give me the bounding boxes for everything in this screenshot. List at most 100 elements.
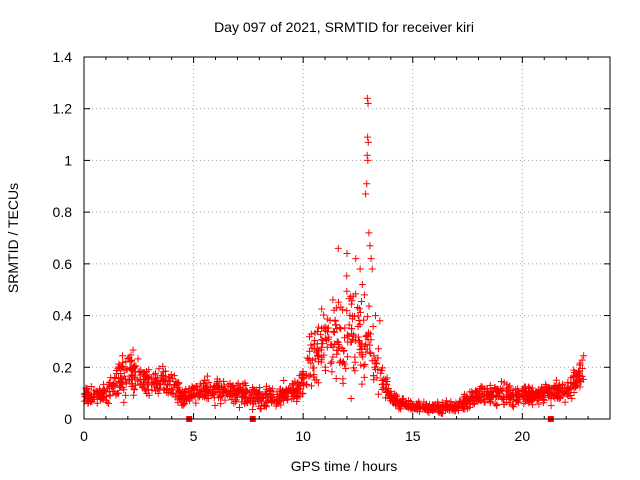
data-point	[465, 403, 473, 411]
data-point	[160, 376, 168, 384]
data-point	[245, 395, 253, 403]
data-point	[221, 396, 229, 404]
data-point	[303, 381, 311, 389]
x-tick-label: 0	[80, 428, 88, 444]
data-point	[447, 397, 455, 405]
data-point	[327, 359, 335, 367]
data-point	[539, 399, 547, 407]
data-point	[352, 255, 360, 263]
data-point	[328, 368, 336, 376]
data-point	[476, 384, 484, 392]
data-point	[299, 389, 307, 397]
data-point	[109, 380, 117, 388]
data-point	[314, 352, 322, 360]
data-point	[363, 94, 371, 102]
data-point	[469, 392, 477, 400]
data-point	[513, 396, 521, 404]
data-point	[398, 395, 406, 403]
data-point	[567, 374, 575, 382]
data-point	[130, 391, 138, 399]
data-point	[278, 388, 286, 396]
data-point	[129, 346, 137, 354]
data-point	[89, 395, 97, 403]
data-point	[116, 370, 124, 378]
data-point	[337, 303, 345, 311]
data-point	[83, 393, 91, 401]
data-point	[118, 378, 126, 386]
data-point	[341, 324, 349, 332]
data-point	[522, 388, 530, 396]
data-point	[367, 255, 375, 263]
data-point	[137, 366, 145, 374]
data-point	[205, 379, 213, 387]
data-point	[574, 367, 582, 375]
data-point	[140, 385, 148, 393]
data-point	[262, 385, 270, 393]
data-point	[371, 312, 379, 320]
data-point	[215, 388, 223, 396]
data-point	[317, 331, 325, 339]
data-point	[544, 389, 552, 397]
data-point	[356, 265, 364, 273]
data-point	[568, 394, 576, 402]
data-point	[191, 393, 199, 401]
data-point	[574, 379, 582, 387]
data-point	[360, 362, 368, 370]
data-points	[80, 94, 588, 417]
data-point	[106, 392, 114, 400]
data-point	[306, 347, 314, 355]
data-point	[227, 388, 235, 396]
data-point	[195, 391, 203, 399]
data-point	[225, 389, 233, 397]
data-point	[329, 296, 337, 304]
data-point	[145, 379, 153, 387]
data-point	[120, 398, 128, 406]
data-point	[578, 372, 586, 380]
y-tick-label: 0.6	[53, 256, 73, 272]
data-point	[170, 372, 178, 380]
data-point	[235, 403, 243, 411]
data-point	[513, 397, 521, 405]
data-point	[277, 401, 285, 409]
data-point	[421, 403, 429, 411]
data-point	[116, 363, 124, 371]
x-tick-label: 20	[515, 428, 531, 444]
data-point	[257, 405, 265, 413]
data-point	[311, 337, 319, 345]
data-point	[283, 396, 291, 404]
data-point	[122, 391, 130, 399]
data-point	[498, 378, 506, 386]
data-point	[94, 388, 102, 396]
data-point	[320, 311, 328, 319]
data-point	[486, 381, 494, 389]
data-point	[268, 396, 276, 404]
data-point	[444, 401, 452, 409]
data-point	[483, 385, 491, 393]
data-point	[313, 328, 321, 336]
data-point	[345, 321, 353, 329]
data-point	[349, 292, 357, 300]
data-point	[165, 373, 173, 381]
data-point	[342, 364, 350, 372]
data-point	[166, 374, 174, 382]
data-point	[510, 403, 518, 411]
data-point	[334, 244, 342, 252]
data-point	[103, 398, 111, 406]
data-point	[570, 388, 578, 396]
data-point	[455, 404, 463, 412]
data-point	[134, 355, 142, 363]
data-point	[135, 367, 143, 375]
data-point	[348, 297, 356, 305]
data-point	[140, 369, 148, 377]
data-point	[425, 400, 433, 408]
data-point	[361, 291, 369, 299]
data-point	[521, 383, 529, 391]
data-point	[261, 402, 269, 410]
data-point	[486, 399, 494, 407]
data-point	[393, 397, 401, 405]
data-point	[332, 321, 340, 329]
data-point	[552, 382, 560, 390]
data-point	[515, 392, 523, 400]
data-point	[218, 392, 226, 400]
data-point	[232, 397, 240, 405]
